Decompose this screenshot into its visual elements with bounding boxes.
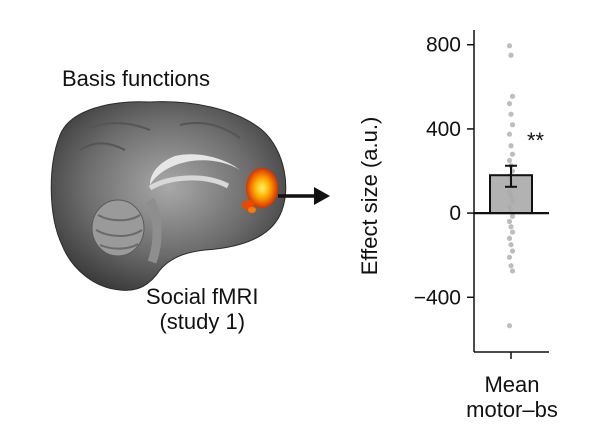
data-point: [509, 122, 516, 128]
data-point: [508, 111, 514, 117]
brain-caption-line2: (study 1): [159, 309, 246, 335]
data-point: [506, 218, 513, 225]
data-point: [506, 323, 513, 329]
x-category-line1: Mean: [484, 372, 540, 397]
data-point: [508, 224, 514, 230]
bar-layer: [489, 164, 533, 215]
data-point: [508, 242, 514, 248]
data-point: [508, 263, 514, 269]
cerebellum: [91, 199, 145, 257]
activation-blob: [246, 168, 278, 208]
brain-caption-line1: Social fMRI: [146, 284, 259, 309]
brain-image: [50, 101, 287, 291]
data-point: [509, 248, 516, 254]
arrow-icon: [278, 187, 330, 205]
y-tick-label: −400: [414, 286, 461, 309]
data-point: [506, 43, 513, 49]
y-tick-label: 400: [426, 118, 461, 141]
activation-blob-small: [248, 207, 256, 213]
y-axis-label: Effect size (a.u.): [357, 116, 382, 276]
data-point: [506, 254, 513, 260]
brainstem: [145, 197, 162, 264]
data-point: [506, 235, 513, 241]
brain-panel-title: Basis functions: [62, 66, 210, 91]
axis-layer: −400 0 400 800 **: [414, 30, 549, 359]
x-category-line2: motor–bs: [466, 397, 558, 423]
data-point: [509, 151, 516, 157]
data-point: [506, 157, 513, 164]
y-tick-label: 800: [426, 34, 461, 57]
data-point: [509, 93, 516, 99]
corpus-callosum: [150, 154, 240, 185]
x-category-label: Mean motor–bs: [462, 372, 562, 423]
data-point: [508, 143, 514, 149]
y-tick-label: 0: [449, 202, 461, 225]
data-point: [509, 213, 516, 219]
data-point: [506, 131, 513, 137]
brain-panel-caption: Social fMRI (study 1): [146, 284, 258, 335]
significance-marker: **: [527, 128, 545, 153]
data-point: [506, 101, 513, 107]
data-point: [509, 229, 516, 235]
data-point: [509, 268, 516, 274]
data-point: [508, 52, 514, 58]
